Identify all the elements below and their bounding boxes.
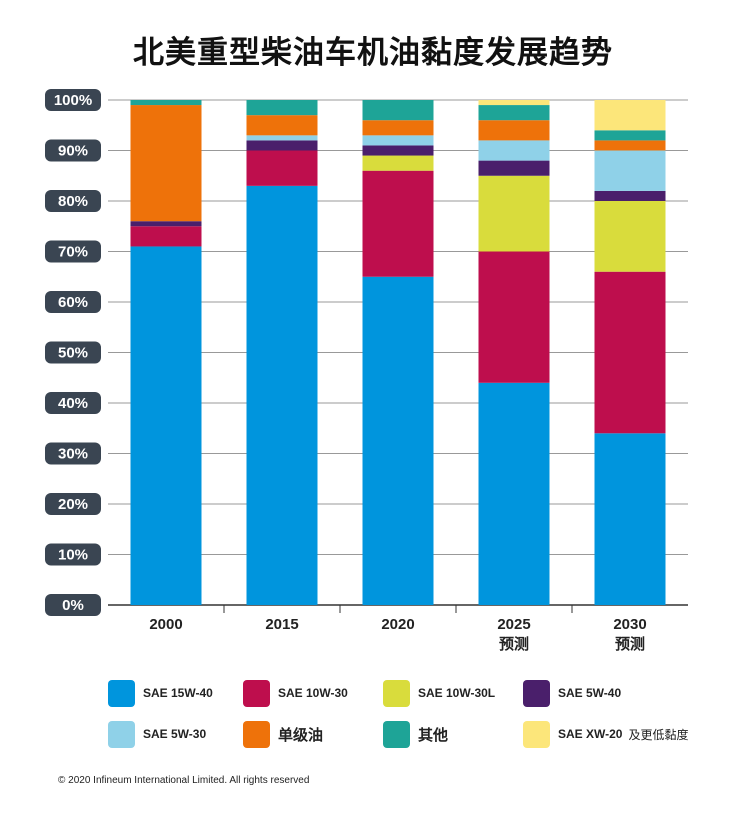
bar-segment xyxy=(246,150,318,186)
y-tick-badge xyxy=(45,341,101,364)
y-tick-badge xyxy=(45,89,101,111)
bar-segment xyxy=(594,201,666,272)
legend-label: SAE 15W-40 xyxy=(143,686,213,700)
bar-segment xyxy=(478,105,550,121)
bar-segment xyxy=(362,145,434,156)
x-category-label: 2030 xyxy=(613,616,646,633)
bar-segment xyxy=(362,135,434,146)
copyright-notice: © 2020 Infineum International Limited. A… xyxy=(58,775,310,786)
bar-segment xyxy=(478,251,550,383)
bar-segment xyxy=(246,115,318,136)
x-category-sublabel: 预测 xyxy=(499,635,529,653)
y-tick-badge xyxy=(45,392,101,414)
x-category-label: 2015 xyxy=(265,616,298,633)
y-tick-label: 0% xyxy=(62,597,84,614)
legend-item: 其他 xyxy=(383,720,448,748)
bar-segment xyxy=(362,155,434,171)
bar-segment xyxy=(478,100,550,106)
bar-segment xyxy=(246,135,318,141)
legend-item: SAE 5W-40 xyxy=(523,679,621,707)
legend-label: SAE XW-20 xyxy=(558,727,623,741)
legend-item: SAE 10W-30 xyxy=(243,679,348,707)
y-tick-badge xyxy=(45,291,101,313)
legend-item: SAE 5W-30 xyxy=(108,720,206,748)
bar-segment xyxy=(594,150,666,191)
y-tick-label: 40% xyxy=(58,395,88,412)
stacked-bar-chart: 0% 10% 20% 30% 40% 50% 60% 70% 80% 90% 100% 2000 20… xyxy=(45,89,688,653)
legend-swatch xyxy=(243,720,270,748)
bar-segment xyxy=(594,271,666,434)
bar-segment xyxy=(362,100,434,121)
bar-segment xyxy=(478,382,550,605)
x-category-sublabel: 预测 xyxy=(615,635,645,653)
chart-title: 北美重型柴油车机油黏度发展趋势 xyxy=(133,35,613,71)
bar-segment xyxy=(594,140,666,151)
bar-segment xyxy=(478,160,550,176)
bar-segment xyxy=(594,100,666,131)
y-tick-label: 20% xyxy=(58,496,88,513)
legend-item: SAE 10W-30L xyxy=(383,679,495,707)
legend-swatch xyxy=(108,679,135,707)
y-tick-label: 60% xyxy=(58,294,88,311)
legend-swatch xyxy=(383,679,410,707)
bar-segment xyxy=(130,105,202,222)
y-tick-label: 80% xyxy=(58,193,88,210)
x-category-label: 2000 xyxy=(149,616,182,633)
legend-label: 其他 xyxy=(418,725,449,744)
x-category-label: 2025 xyxy=(497,616,530,633)
bar-segment xyxy=(362,120,434,136)
legend-swatch xyxy=(108,720,135,748)
bar-segment xyxy=(130,226,202,247)
y-tick-badge xyxy=(45,442,101,465)
y-tick-label: 70% xyxy=(58,244,88,261)
y-tick-badge xyxy=(45,493,101,515)
bar-segment xyxy=(130,100,202,106)
bar-segment xyxy=(594,130,666,141)
legend-note: 及更低黏度 xyxy=(628,727,689,742)
bar-segment xyxy=(130,221,202,227)
y-tick-label: 30% xyxy=(58,446,88,463)
legend-swatch xyxy=(523,679,550,707)
bar-segment xyxy=(478,175,550,252)
bar-segment xyxy=(362,276,434,605)
y-tick-badge xyxy=(45,543,101,566)
bar-segment xyxy=(246,185,318,605)
y-tick-badge xyxy=(45,190,101,212)
bar-segment xyxy=(478,120,550,141)
legend-item: SAE 15W-40 xyxy=(108,679,213,707)
legend-swatch xyxy=(243,679,270,707)
y-tick-label: 90% xyxy=(58,143,88,160)
legend-label: SAE 10W-30L xyxy=(418,686,496,700)
bar-segment xyxy=(478,140,550,161)
legend-label: 单级油 xyxy=(278,725,324,744)
y-tick-badge xyxy=(45,139,101,162)
legend-label: SAE 10W-30 xyxy=(278,686,348,700)
y-tick-badge xyxy=(45,240,101,263)
legend-label: SAE 5W-40 xyxy=(558,686,622,700)
legend-swatch xyxy=(383,720,410,748)
bar-segment xyxy=(594,433,666,605)
bar-segment xyxy=(246,100,318,116)
y-tick-label: 100% xyxy=(54,92,92,109)
y-tick-label: 50% xyxy=(58,345,88,362)
bar-segment xyxy=(362,170,434,277)
legend-item: SAE XW-20 及更低黏度 xyxy=(523,720,688,748)
bar-segment xyxy=(246,140,318,151)
bar-segment xyxy=(130,246,202,605)
y-tick-badge xyxy=(45,594,101,616)
y-tick-label: 10% xyxy=(58,547,88,564)
bar-segment xyxy=(594,190,666,201)
legend-label: SAE 5W-30 xyxy=(143,727,207,741)
legend-item: 单级油 xyxy=(243,720,323,748)
legend-swatch xyxy=(523,720,550,748)
x-category-label: 2020 xyxy=(381,616,414,633)
